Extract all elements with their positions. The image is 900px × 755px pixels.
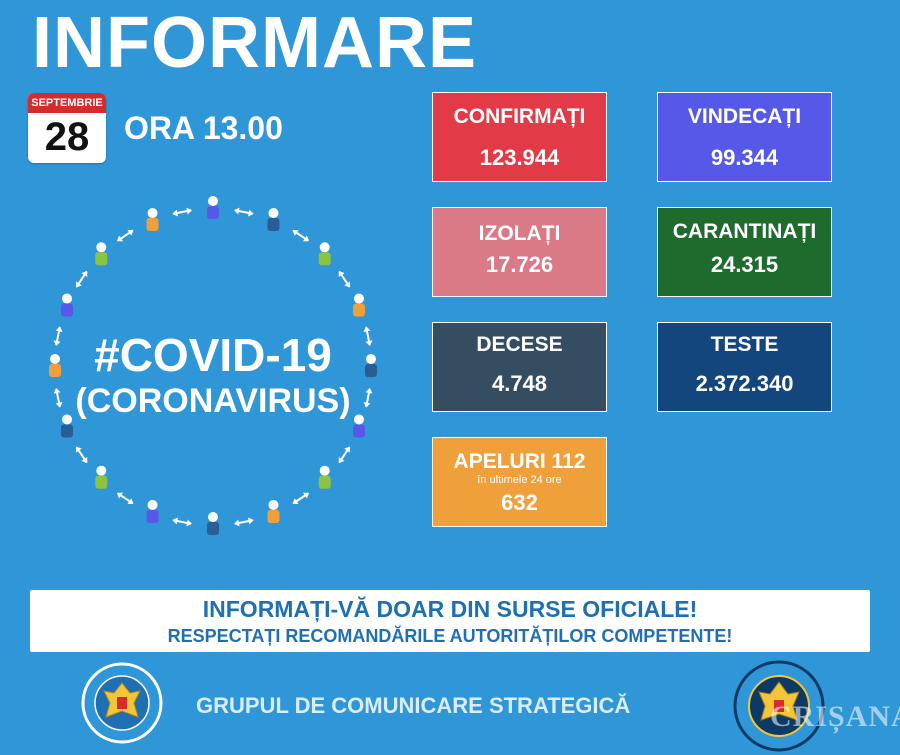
stat-teste-value: 2.372.340 (695, 371, 794, 396)
person-icon (61, 414, 74, 438)
arrowhead-icon (186, 519, 192, 527)
person-icon (61, 293, 74, 317)
calendar-icon: SEPTEMBRIE 28 (28, 93, 106, 163)
stat-vindecati: VINDECAȚI 99.344 (657, 92, 832, 182)
stat-apeluri-label: APELURI 112 (453, 450, 586, 473)
stat-decese-label: DECESE (476, 333, 563, 356)
person-icon (365, 354, 377, 377)
arrowhead-icon (172, 209, 178, 217)
person-icon (146, 499, 159, 523)
arrowhead-icon (127, 498, 134, 505)
arrowhead-icon (363, 402, 371, 408)
arrowhead-icon (338, 270, 345, 278)
person-icon (267, 208, 280, 232)
arrowhead-icon (55, 326, 63, 332)
government-logo (81, 662, 163, 744)
person-icon (207, 512, 219, 535)
arrowhead-icon (234, 207, 240, 215)
covid-hashtag: #COVID-19 (94, 329, 332, 381)
stat-carantinati-value: 24.315 (710, 252, 779, 277)
stat-apeluri-sublabel: în ultimele 24 ore (477, 474, 562, 486)
person-icon (95, 242, 108, 266)
stat-confirmati: CONFIRMAȚI 123.944 (432, 92, 607, 182)
arrowhead-icon (302, 492, 310, 499)
stat-izolati: IZOLAȚI 17.726 (432, 207, 607, 297)
person-icon (352, 293, 365, 317)
covid-subtitle: (CORONAVIRUS) (75, 382, 351, 420)
arrowhead-icon (344, 281, 351, 288)
arrowhead-icon (338, 456, 345, 464)
arrowhead-icon (116, 492, 124, 499)
arrowhead-icon (186, 207, 192, 215)
stat-confirmati-value: 123.944 (479, 145, 560, 170)
dsu-logo (733, 660, 825, 752)
official-sources-notice: INFORMAȚI-VĂ DOAR DIN SURSE OFICIALE! RE… (30, 590, 870, 652)
stat-confirmati-label: CONFIRMAȚI (453, 105, 586, 128)
covid-people-circle: #COVID-19 (CORONAVIRUS) (28, 192, 398, 562)
arrowhead-icon (81, 456, 88, 464)
stat-apeluri-value: 632 (501, 490, 538, 515)
stat-teste-label: TESTE (710, 333, 779, 356)
stat-decese: DECESE 4.748 (432, 322, 607, 412)
stat-teste: TESTE 2.372.340 (657, 322, 832, 412)
stat-vindecati-label: VINDECAȚI (687, 105, 802, 128)
stat-decese-value: 4.748 (491, 371, 548, 396)
stat-izolati-value: 17.726 (485, 252, 554, 277)
calendar-day: 28 (44, 115, 90, 159)
person-icon (267, 499, 280, 523)
arrowhead-icon (248, 517, 254, 525)
stat-apeluri: APELURI 112 în ultimele 24 ore 632 (432, 437, 607, 527)
arrowhead-icon (172, 517, 178, 525)
notice-line-1: INFORMAȚI-VĂ DOAR DIN SURSE OFICIALE! (202, 596, 698, 622)
arrowhead-icon (365, 340, 373, 346)
stat-vindecati-value: 99.344 (710, 145, 779, 170)
arrowhead-icon (53, 388, 61, 394)
notice-line-2: RESPECTAȚI RECOMANDĂRILE AUTORITĂȚILOR C… (167, 626, 733, 646)
arrowhead-icon (116, 235, 124, 242)
arrowhead-icon (302, 235, 310, 242)
person-icon (146, 208, 159, 232)
page-title: INFORMARE (32, 3, 477, 83)
people-ring-graphic (49, 196, 377, 535)
stat-izolati-label: IZOLAȚI (478, 222, 561, 245)
stat-carantinati-label: CARANTINAȚI (672, 220, 817, 243)
person-icon (95, 465, 108, 489)
crisana-watermark: CRIȘANA (770, 700, 900, 733)
footer-text: GRUPUL DE COMUNICARE STRATEGICĂ (196, 693, 631, 718)
arrowhead-icon (234, 519, 240, 527)
arrowhead-icon (75, 446, 82, 453)
person-icon (318, 465, 331, 489)
calendar-month: SEPTEMBRIE (28, 93, 106, 113)
person-icon (207, 196, 219, 219)
stat-carantinati: CARANTINAȚI 24.315 (657, 207, 832, 297)
arrowhead-icon (292, 229, 299, 236)
arrowhead-icon (127, 229, 134, 236)
arrowhead-icon (75, 281, 82, 288)
person-icon (49, 354, 61, 377)
person-icon (352, 414, 365, 438)
arrowhead-icon (81, 270, 88, 278)
arrowhead-icon (53, 340, 61, 346)
arrowhead-icon (363, 326, 371, 332)
arrowhead-icon (248, 209, 254, 217)
arrowhead-icon (292, 498, 299, 505)
time-label: ORA 13.00 (124, 110, 283, 146)
arrowhead-icon (344, 446, 351, 453)
arrowhead-icon (55, 402, 63, 408)
arrowhead-icon (365, 388, 373, 394)
person-icon (318, 242, 331, 266)
